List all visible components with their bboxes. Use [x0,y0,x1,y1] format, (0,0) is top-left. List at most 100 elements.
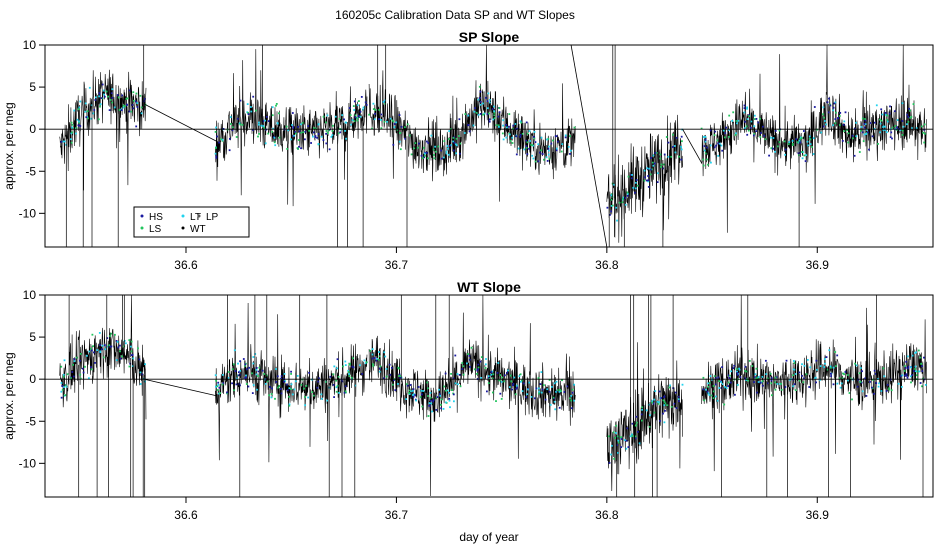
sp-slope-point-ls [803,154,806,157]
wt-slope-point-lt [115,359,118,361]
sp-slope-point-ls [130,110,133,113]
sp-slope-point-hs [314,136,317,138]
wt-slope-point-hs [217,381,220,384]
wt-slope-point-ls [616,435,619,438]
sp-slope-point-ls [706,158,708,161]
wt-slope-point-lt [801,363,803,366]
wt-slope-point-hs [512,384,514,387]
sp-slope-point-ls [404,126,406,129]
sp-slope-point-lt [546,138,548,141]
wt-slope-point-lt [60,382,63,384]
sp-slope-point-ls [406,123,409,126]
wt-slope-point-ls [664,402,667,405]
sp-slope-point-ls [734,134,737,136]
sp-slope-point-ls [747,129,750,132]
wt-slope-point-ls [378,358,380,361]
sp-slope-point-ls [70,141,73,144]
wt-slope-point-lt [816,368,818,371]
sp-slope-point-ls [534,160,537,163]
wt-slope-point-hs [539,383,542,385]
sp-slope-point-ls [852,137,854,140]
wt-slope-point-lt [911,354,914,357]
wt-slope-point-hs [100,348,103,351]
wt-slope-point-hs [81,367,84,370]
sp-slope-point-hs [861,131,864,134]
sp-slope-point-ls [801,151,803,153]
sp-slope-point-lt [673,145,676,147]
sp-slope-point-lt [291,124,293,126]
sp-slope-frame [44,44,934,248]
wt-slope-point-ls [718,380,720,382]
wt-slope-point-hs [414,394,416,396]
wt-slope-point-ls [347,371,350,373]
wt-slope-point-ls [332,373,335,376]
wt-slope-point-lt [645,409,648,412]
sp-slope-point-ls [384,102,386,105]
wt-slope-point-hs [72,375,75,378]
wt-slope-point-lt [98,332,101,334]
sp-slope-point-ls [552,139,554,142]
sp-slope-point-ls [380,127,383,130]
wt-slope-point-hs [235,383,238,386]
wt-slope-point-hs [383,377,385,380]
wt-slope-point-hs [373,357,376,359]
wt-slope-point-lt [88,377,90,380]
wt-slope-point-lt [551,386,553,388]
wt-slope-point-hs [119,357,122,360]
wt-slope-point-lt [363,359,366,362]
wt-slope-point-hs [744,365,747,368]
sp-slope-point-hs [459,152,461,155]
sp-slope-point-hs [325,142,328,145]
wt-slope-point-lt [123,340,126,342]
wt-slope-point-lt [233,349,236,352]
wt-slope-point-hs [905,373,908,376]
wt-slope-point-hs [558,406,561,409]
wt-slope-point-hs [90,366,92,369]
sp-slope-point-lt [743,111,746,114]
sp-slope-point-lt [448,130,451,132]
wt-slope-point-ls [290,373,292,375]
wt-slope-point-ls [538,392,540,395]
sp-slope-point-lt [215,126,217,129]
sp-slope-point-lt [76,118,79,121]
wt-slope-point-ls [352,357,354,360]
sp-slope-point-lt [735,132,737,135]
sp-slope-point-lt [753,114,756,117]
sp-slope-point-hs [418,142,420,145]
sp-slope-point-ls [560,150,563,153]
wt-slope-point-ls [84,365,86,368]
sp-slope-point-lt [564,134,567,137]
sp-slope-point-hs [774,130,777,132]
sp-slope-point-hs [404,137,406,140]
sp-slope-point-ls [704,152,707,155]
sp-slope-point-hs [649,168,652,171]
sp-slope-point-lt [801,157,804,160]
sp-slope-point-lt [271,106,274,109]
wt-slope-point-ls [379,365,382,368]
sp-slope-point-lt [547,153,550,156]
sp-slope-point-lt [317,143,320,145]
wt-slope-point-hs [869,381,871,383]
wt-slope-point-ls [114,333,116,336]
wt-slope-point-lt [221,374,224,376]
wt-slope-point-hs [271,387,273,390]
sp-slope-point-ls [331,130,334,132]
wt-slope-point-ls [445,389,447,392]
sp-slope-point-ls [521,132,524,135]
sp-slope-point-lt [293,134,296,137]
sp-slope-point-ls [302,131,305,134]
wt-slope-point-ls [221,383,224,386]
wt-slope-point-hs [871,386,873,389]
wt-slope-point-lt [290,383,293,386]
wt-slope-point-lt [681,383,684,386]
wt-slope-point-ls [556,389,559,392]
wt-slope-point-lt [641,408,643,411]
wt-slope-point-lt [663,421,666,424]
wt-slope-point-lt [256,388,258,391]
sp-slope-point-hs [867,131,869,134]
sp-slope-point-ls [611,193,614,196]
wt-slope-point-hs [728,377,731,379]
wt-slope-point-hs [659,420,661,422]
sp-slope-point-hs [564,136,567,139]
sp-slope-point-ls [77,108,80,111]
